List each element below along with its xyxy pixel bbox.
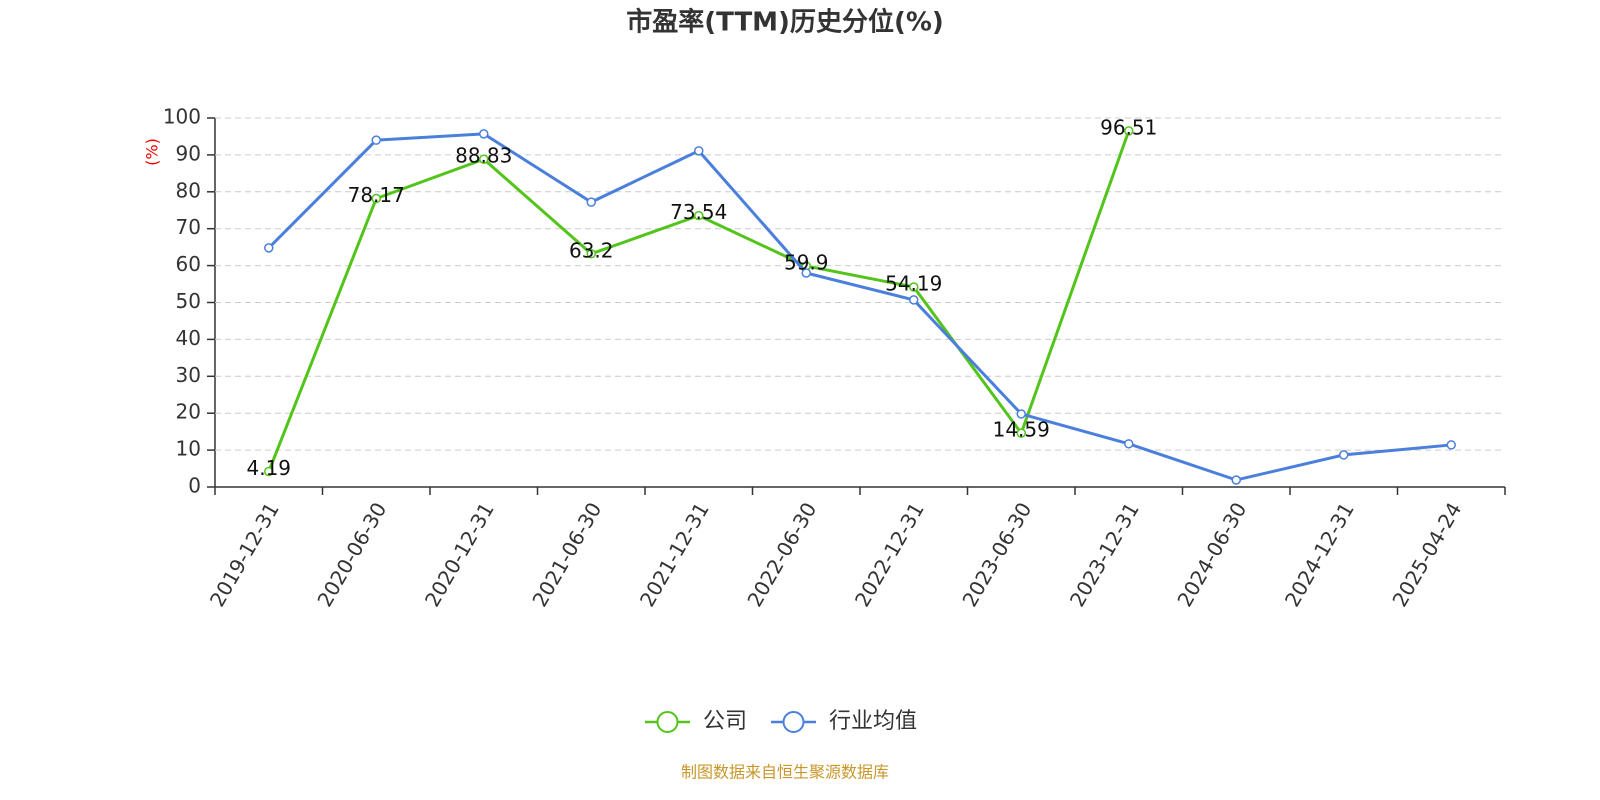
data-label: 59.9 [784,250,829,274]
legend-item[interactable]: 行业均值 [771,709,917,734]
data-point [694,146,704,156]
y-tick-label: 100 [163,105,201,129]
y-tick-label: 0 [188,474,201,498]
y-tick-label: 90 [176,141,201,165]
y-tick-label: 80 [176,178,201,202]
y-tick-label: 20 [176,400,201,424]
legend-marker [782,711,805,733]
source-note: 制图数据来自恒生聚源数据库 [681,763,889,782]
data-point [586,197,596,207]
data-point [1231,475,1241,485]
data-label: 4.19 [246,456,291,480]
data-point [264,243,274,253]
legend-label: 公司 [703,709,747,734]
y-tick-label: 10 [176,437,201,461]
data-point [479,154,489,164]
data-point [264,466,274,477]
y-tick-label: 40 [176,326,201,350]
x-tick-label: 2022-06-30 [742,498,821,611]
x-tick-label: 2021-12-31 [635,498,714,611]
data-label: 63.2 [569,238,614,262]
y-tick-label: 70 [176,215,201,239]
data-point [909,295,919,305]
x-tick-label: 2020-12-31 [420,498,499,611]
data-label: 88.83 [455,144,512,168]
x-tick-label: 2024-06-30 [1172,498,1251,611]
data-point [1339,450,1349,460]
data-point [909,282,919,292]
x-tick-label: 2023-06-30 [957,498,1036,611]
x-tick-label: 2019-12-31 [205,498,284,611]
x-tick-label: 2025-04-24 [1387,498,1466,611]
chart-title: 市盈率(TTM)历史分位(%) [626,7,944,38]
data-label: 73.54 [670,200,727,224]
data-label: 14.59 [993,418,1050,442]
data-point [371,135,381,145]
data-point [694,210,704,221]
x-tick-label: 2023-12-31 [1065,498,1144,611]
legend-item[interactable]: 公司 [645,709,747,734]
data-point [1446,440,1456,450]
y-axis-label: (%) [143,138,162,166]
x-tick-label: 2020-06-30 [312,498,391,611]
x-tick-label: 2022-12-31 [850,498,929,611]
legend-label: 行业均值 [829,709,917,734]
data-point [1016,409,1026,419]
y-tick-label: 50 [176,289,201,313]
y-tick-label: 30 [176,363,201,387]
series-line [267,132,1452,482]
data-label: 54.19 [885,272,942,296]
data-label: 96.51 [1100,115,1157,139]
data-point [586,249,596,259]
data-point [1016,428,1026,438]
data-point [479,129,489,139]
y-tick-label: 60 [176,252,201,276]
data-point [1124,126,1134,136]
data-point [371,193,381,204]
data-point [801,268,811,278]
legend-marker [656,711,679,733]
data-label: 78.17 [348,183,405,207]
x-tick-label: 2021-06-30 [527,498,606,611]
x-tick-label: 2024-12-31 [1280,498,1359,611]
data-point [1124,439,1134,449]
